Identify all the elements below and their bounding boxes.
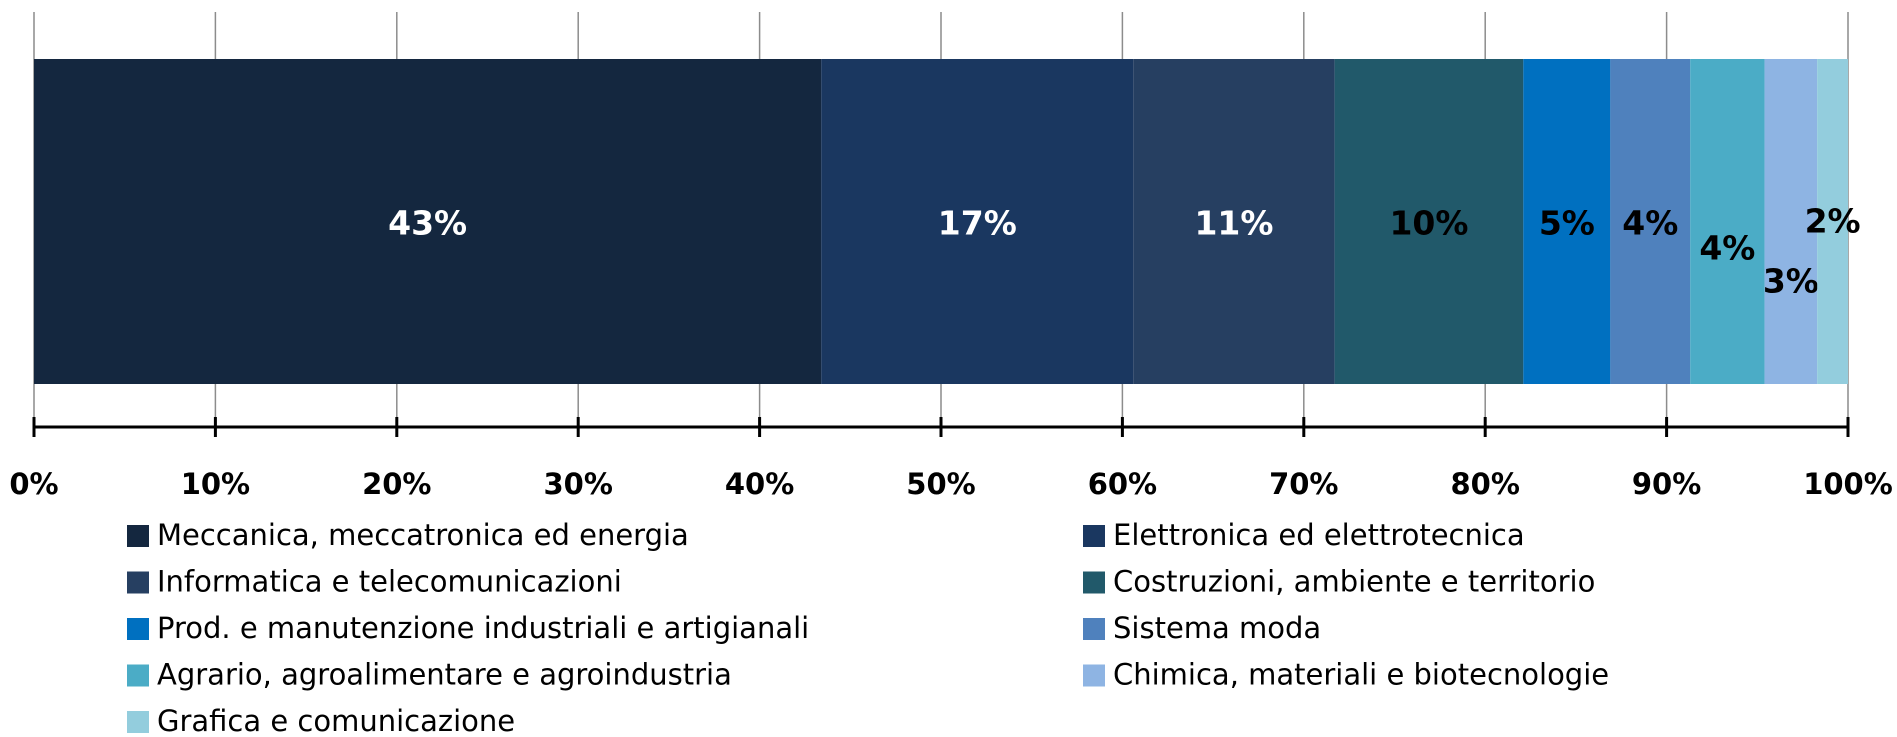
x-tick-label: 10% [181, 467, 250, 501]
data-label: 11% [1194, 204, 1273, 243]
legend-label: Agrario, agroalimentare e agroindustria [157, 658, 732, 692]
legend-label: Costruzioni, ambiente e territorio [1113, 565, 1595, 599]
legend-label: Informatica e telecomunicazioni [157, 565, 622, 599]
legend-swatch [1083, 618, 1105, 640]
x-tick-label: 60% [1088, 467, 1157, 501]
data-label: 3% [1763, 262, 1819, 301]
bar-segment [1334, 59, 1524, 384]
x-tick-label: 70% [1269, 467, 1338, 501]
legend-swatch [127, 525, 149, 547]
legend-swatch [127, 618, 149, 640]
x-tick-label: 90% [1632, 467, 1701, 501]
legend-label: Grafica e comunicazione [157, 704, 515, 737]
legend-label: Elettronica ed elettrotecnica [1113, 518, 1525, 552]
legend-swatch [127, 571, 149, 594]
legend-swatch [127, 664, 149, 687]
bar-segment [1133, 59, 1335, 384]
bar-segment [1817, 59, 1848, 384]
data-label: 2% [1805, 202, 1861, 241]
x-tick-label: 100% [1803, 467, 1893, 501]
bar-segment [1523, 59, 1611, 384]
bar-segment [821, 59, 1134, 384]
bar-segment [34, 59, 822, 384]
bar-segment [1764, 59, 1818, 384]
x-tick-label: 40% [725, 467, 794, 501]
x-tick-label: 0% [9, 467, 58, 501]
legend-swatch [1083, 525, 1105, 547]
legend-swatch [1083, 664, 1105, 687]
legend-label: Sistema moda [1113, 611, 1321, 645]
data-label: 4% [1622, 204, 1678, 243]
x-tick-label: 20% [362, 467, 431, 501]
x-tick-label: 50% [906, 467, 975, 501]
legend-swatch [127, 711, 149, 733]
data-label: 43% [388, 204, 467, 243]
bar-segment [1610, 59, 1691, 384]
data-label: 4% [1699, 229, 1755, 268]
data-label: 5% [1539, 204, 1595, 243]
legend-label: Chimica, materiali e biotecnologie [1113, 658, 1609, 692]
legend-swatch [1083, 571, 1105, 594]
legend-label: Prod. e manutenzione industriali e artig… [157, 611, 809, 645]
x-tick-label: 30% [543, 467, 612, 501]
bar-segment [1690, 59, 1765, 384]
data-label: 17% [938, 204, 1017, 243]
x-tick-label: 80% [1450, 467, 1519, 501]
data-label: 10% [1389, 204, 1468, 243]
legend-label: Meccanica, meccatronica ed energia [157, 518, 689, 552]
